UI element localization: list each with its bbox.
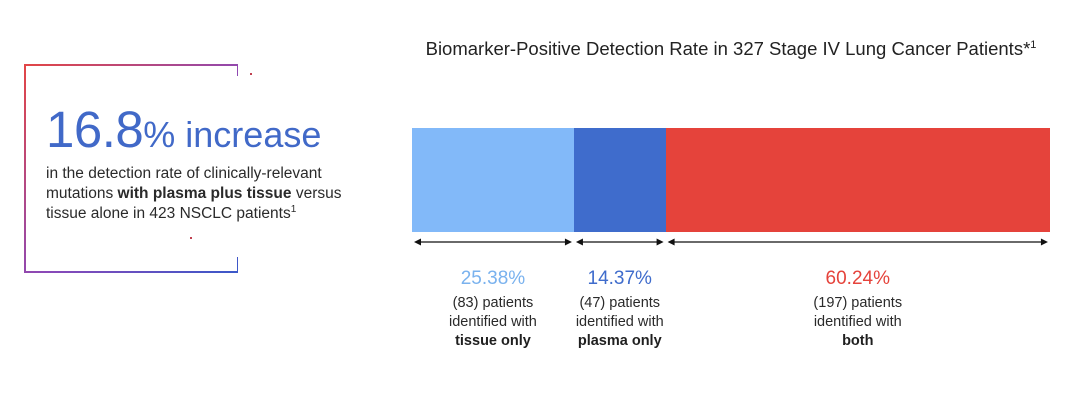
stat-percent: %: [143, 114, 176, 155]
stray-dot: [190, 237, 192, 239]
segment-count: (83) patients: [452, 295, 534, 311]
stray-dot: [250, 73, 252, 75]
segment-label-1: 25.38% (83) patients identified with tissue…: [418, 266, 568, 351]
segment-category: both: [842, 333, 874, 349]
segment-label-3: 60.24% (197) patients identified with both: [783, 266, 933, 351]
stat-callout: 16.8% increase in the detection rate of …: [24, 64, 341, 273]
segment-percent: 14.37%: [587, 268, 652, 289]
segment-category: plasma only: [577, 333, 662, 349]
stat-headline: 16.8% increase: [46, 104, 321, 155]
callout-frame: [24, 64, 238, 273]
stat-word: increase: [175, 114, 322, 155]
span-arrow-3: [667, 238, 1048, 246]
stacked-bar: [412, 128, 1050, 232]
segment-category: tissue only: [455, 333, 531, 349]
span-arrow-1: [414, 238, 572, 246]
chart-title-reference: 1: [1030, 38, 1037, 51]
segment-span-arrows: [414, 238, 1048, 246]
segment-description: identified with: [449, 314, 537, 330]
segment-description: identified with: [575, 314, 664, 330]
segment-description: identified with: [813, 314, 902, 330]
bar-segment-3: [665, 128, 1050, 232]
chart-title: Biomarker-Positive Detection Rate in 327…: [412, 37, 1050, 61]
segment-label-2: 14.37% (47) patients identified with plasma…: [545, 266, 695, 351]
description-part-1: in the detection rate of clinically-rele…: [46, 165, 322, 202]
span-arrow-2: [575, 238, 664, 246]
bar-segment-2: [573, 128, 666, 232]
stat-description: in the detection rate of clinically-rele…: [46, 164, 346, 224]
description-part-2: versus tissue alone in 423 NSCLC patient…: [46, 185, 342, 222]
segment-count: (197) patients: [813, 295, 903, 311]
bar-segment-1: [412, 128, 574, 232]
chart-title-text: Biomarker-Positive Detection Rate in 327…: [425, 38, 1031, 59]
segment-percent: 60.24%: [825, 268, 890, 289]
segment-percent: 25.38%: [460, 268, 526, 289]
description-reference: 1: [290, 203, 297, 215]
stat-value: 16.8: [46, 101, 144, 158]
segment-count: (47) patients: [579, 295, 661, 311]
description-bold: with plasma plus tissue: [117, 185, 292, 202]
